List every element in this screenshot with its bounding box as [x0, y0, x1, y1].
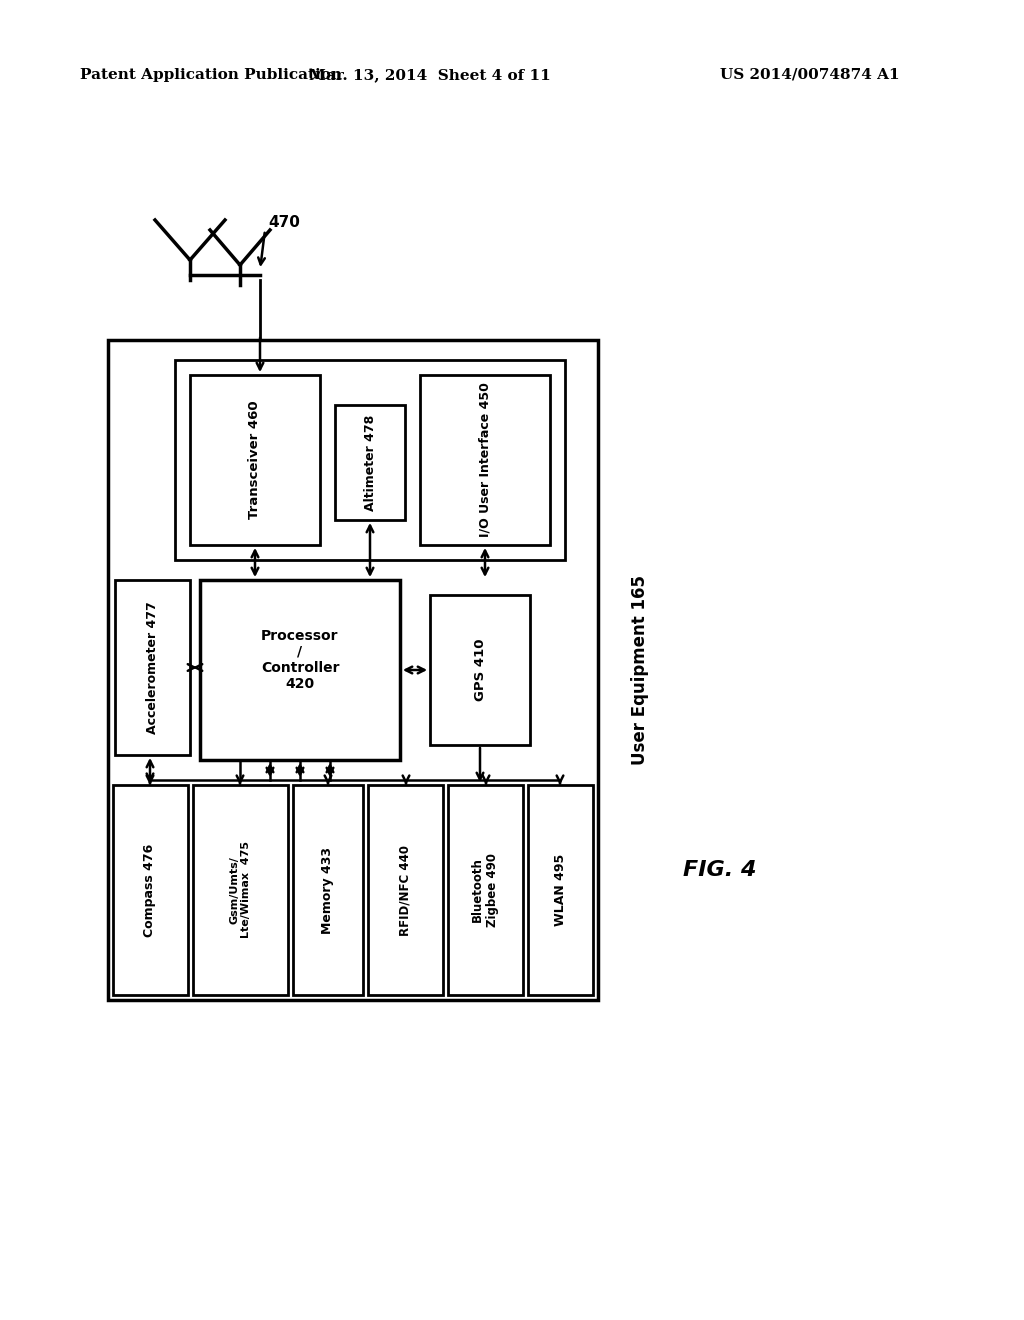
- Bar: [293, 785, 362, 995]
- Text: Compass 476: Compass 476: [143, 843, 157, 937]
- Bar: [449, 785, 523, 995]
- Text: Accelerometer 477: Accelerometer 477: [146, 601, 159, 734]
- Bar: [335, 405, 406, 520]
- Text: Transceiver 460: Transceiver 460: [249, 401, 261, 519]
- Bar: [190, 375, 319, 545]
- Text: Memory 433: Memory 433: [322, 846, 335, 933]
- Text: Processor
/
Controller
420: Processor / Controller 420: [261, 628, 339, 692]
- Text: Bluetooth
Zigbee 490: Bluetooth Zigbee 490: [471, 853, 499, 927]
- Bar: [175, 360, 565, 560]
- Bar: [420, 375, 550, 545]
- Bar: [113, 785, 188, 995]
- Bar: [200, 579, 400, 760]
- Text: Patent Application Publication: Patent Application Publication: [80, 69, 342, 82]
- Bar: [430, 595, 530, 744]
- Text: User Equipment 165: User Equipment 165: [631, 576, 649, 766]
- Text: 470: 470: [268, 215, 300, 230]
- Bar: [528, 785, 593, 995]
- Text: RFID/NFC 440: RFID/NFC 440: [398, 845, 412, 936]
- Text: I/O User Interface 450: I/O User Interface 450: [478, 383, 492, 537]
- Text: GPS 410: GPS 410: [473, 639, 486, 701]
- Text: FIG. 4: FIG. 4: [683, 861, 757, 880]
- Bar: [115, 579, 190, 755]
- Text: WLAN 495: WLAN 495: [554, 854, 566, 927]
- Bar: [108, 341, 598, 1001]
- Text: US 2014/0074874 A1: US 2014/0074874 A1: [720, 69, 900, 82]
- Text: Gsm/Umts/
Lte/Wimax  475: Gsm/Umts/ Lte/Wimax 475: [229, 842, 251, 939]
- Text: Altimeter 478: Altimeter 478: [364, 414, 377, 511]
- Bar: [368, 785, 443, 995]
- Text: Mar. 13, 2014  Sheet 4 of 11: Mar. 13, 2014 Sheet 4 of 11: [309, 69, 551, 82]
- Bar: [193, 785, 288, 995]
